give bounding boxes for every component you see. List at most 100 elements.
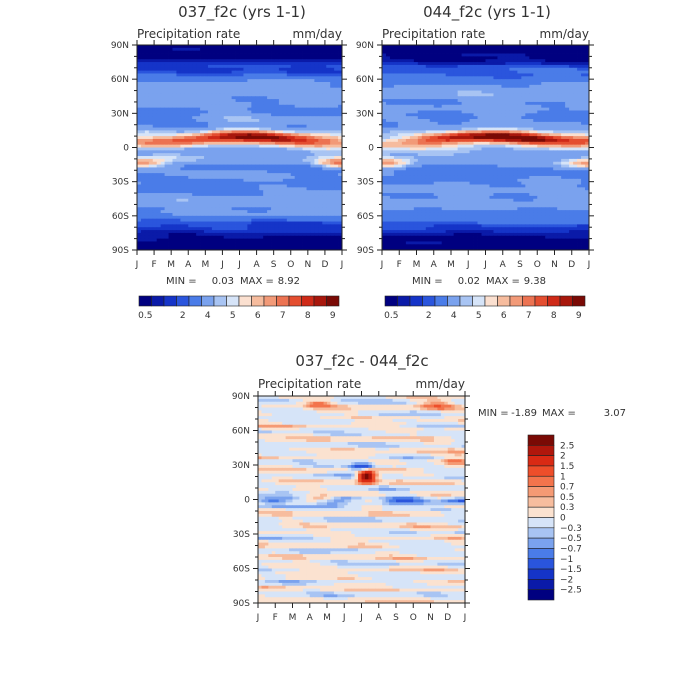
field-cell [227,210,233,214]
field-cell [413,76,419,80]
field-cell [259,161,264,165]
field-cell [401,96,407,100]
field-cell [290,212,296,217]
field-cell [172,113,177,117]
field-cell [573,45,578,49]
field-cell [144,124,150,128]
field-cell [207,227,213,231]
field-cell [231,67,236,72]
field-cell [164,79,169,83]
field-cell [196,67,201,72]
field-cell [215,232,221,237]
x-tick-label: F [151,260,156,270]
field-cell [164,173,169,177]
field-cell [489,50,494,54]
field-cell [160,47,165,52]
field-cell [290,167,296,171]
field-cell [409,50,415,54]
field-cell [413,87,419,91]
field-cell [306,193,311,197]
field-cell [172,247,177,251]
field-cell [298,230,303,234]
field-cell [461,84,466,89]
field-cell [537,79,542,83]
field-cell [509,99,514,103]
field-cell [326,156,331,160]
field-cell [148,99,154,103]
field-cell [239,207,244,211]
field-cell [545,73,550,77]
field-cell [489,45,494,49]
field-cell [545,59,550,63]
field-cell [338,218,343,222]
field-cell [243,133,248,137]
field-cell [310,190,315,194]
field-cell [259,70,264,74]
field-cell [501,99,506,103]
field-cell [318,173,323,177]
field-cell [533,47,538,52]
field-cell [541,82,546,86]
field-cell [334,130,339,134]
field-cell [294,127,300,131]
field-cell [188,90,193,94]
field-cell [156,218,162,222]
field-cell [469,62,474,66]
field-cell [172,193,177,197]
field-cell [188,193,193,197]
field-cell [437,96,443,100]
field-cell [247,195,252,200]
field-cell [247,175,252,180]
field-cell [271,138,276,143]
field-cell [585,56,590,60]
field-cell [140,235,146,240]
field-cell [326,164,331,168]
field-cell [184,90,189,94]
field-cell [239,161,244,165]
field-cell [517,82,522,86]
field-cell [318,241,323,245]
field-cell [188,170,193,174]
field-cell [180,224,185,228]
field-cell [271,207,276,211]
field-cell [330,247,335,251]
field-cell [180,175,185,180]
field-cell [274,56,280,60]
field-cell [184,193,189,197]
field-cell [334,210,339,214]
field-cell [521,84,526,89]
field-cell [184,110,189,114]
field-cell [137,82,142,86]
field-cell [338,167,343,171]
field-cell [465,90,470,94]
field-cell [251,50,256,54]
field-cell [219,119,225,123]
field-cell [290,67,296,72]
field-cell [200,235,205,240]
field-cell [168,178,173,183]
field-cell [231,107,236,111]
field-cell [553,90,558,94]
field-cell [164,224,169,228]
field-cell [489,76,494,80]
field-cell [274,107,280,111]
field-cell [290,198,296,202]
field-cell [235,133,240,137]
field-cell [140,90,146,94]
field-cell [219,93,225,97]
field-cell [557,56,562,60]
field-cell [389,47,395,52]
field-cell [259,56,264,60]
field-cell [148,158,154,163]
field-cell [417,50,423,54]
field-cell [298,247,303,251]
field-cell [286,67,292,72]
field-cell [247,73,252,77]
field-cell [196,133,201,137]
field-cell [180,235,185,240]
field-cell [172,212,177,217]
field-cell [263,53,268,57]
field-cell [188,187,193,191]
field-cell [152,173,158,177]
field-cell [211,232,217,237]
